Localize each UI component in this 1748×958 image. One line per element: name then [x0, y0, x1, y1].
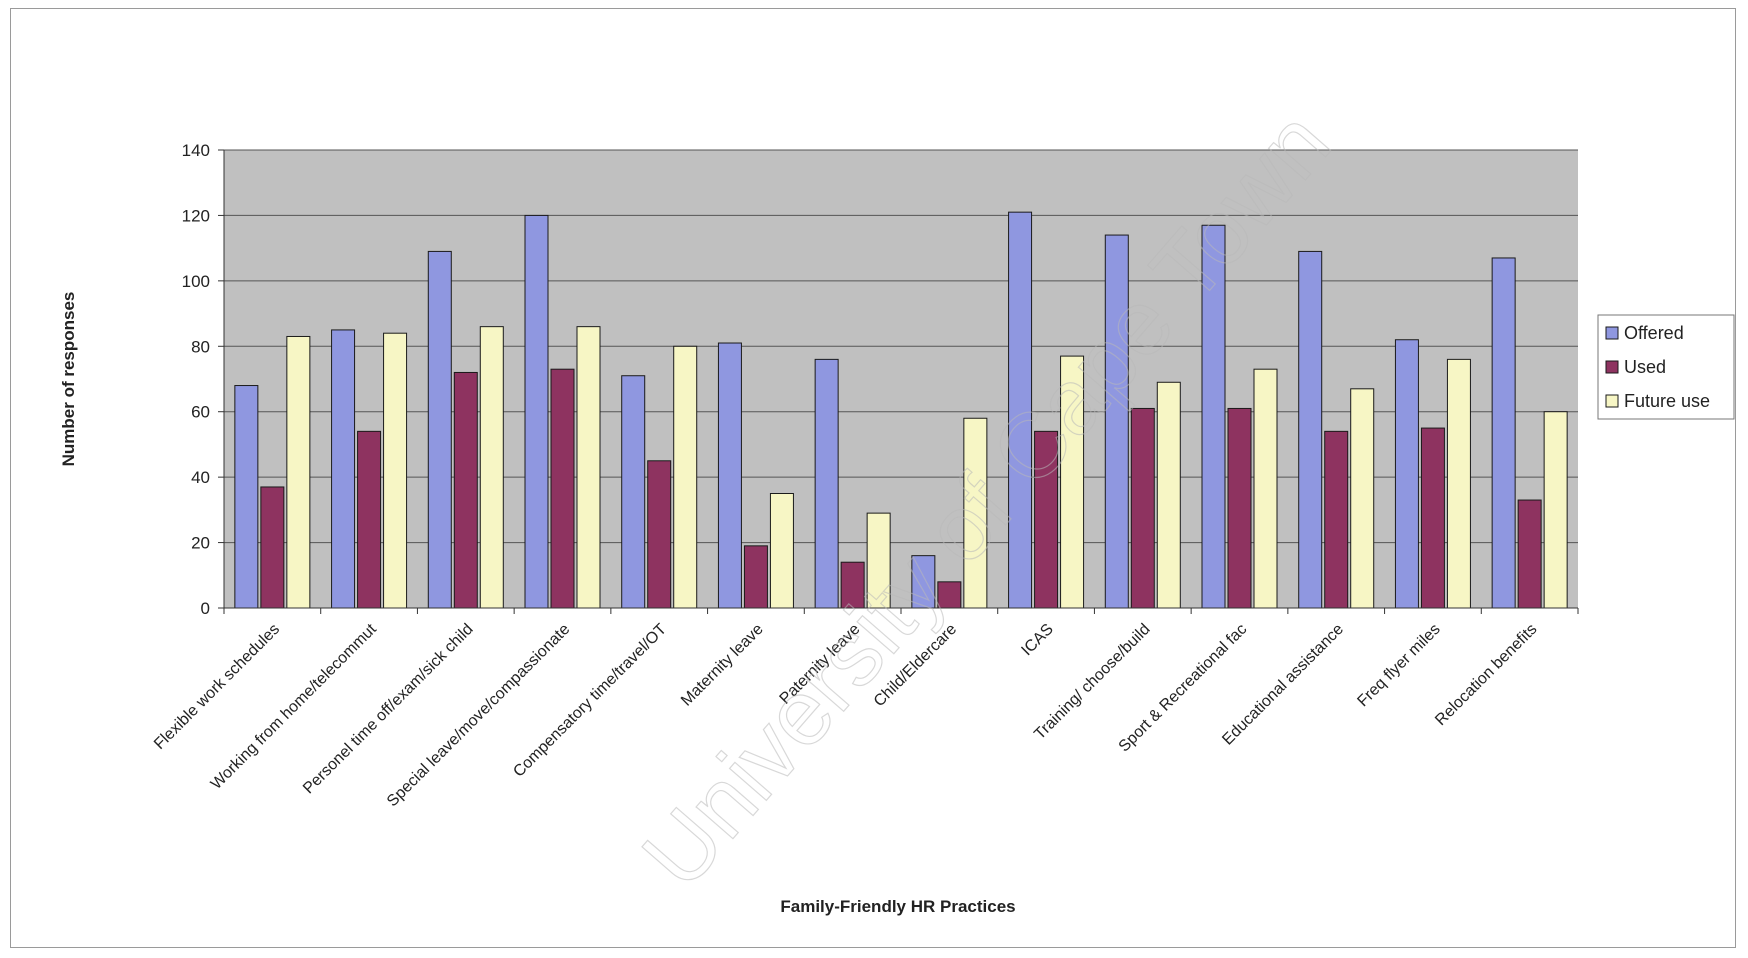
y-tick-label: 20 — [191, 534, 210, 553]
bar-future-use — [769, 493, 794, 609]
bars — [234, 211, 1568, 609]
bar-future-use — [1253, 368, 1278, 609]
bar-offered — [331, 329, 356, 609]
bar-offered — [234, 385, 259, 609]
category-label: Special leave/move/compassionate — [384, 621, 573, 810]
legend-swatch-offered — [1605, 326, 1619, 340]
y-tick-label: 40 — [191, 468, 210, 487]
bar-future-use — [1446, 358, 1471, 609]
legend-label: Used — [1624, 357, 1666, 377]
legend-box — [1597, 314, 1735, 420]
y-tick-label: 100 — [182, 272, 210, 291]
bar-offered — [621, 375, 646, 609]
bar-offered — [1394, 339, 1419, 609]
bar-used — [1517, 499, 1542, 609]
bar-used — [647, 460, 672, 609]
bar-used — [260, 486, 285, 609]
bar-future-use — [1543, 411, 1568, 609]
y-tick-labels: 0 20 40 60 80 100 120 140 — [182, 141, 210, 618]
bar-future-use — [673, 345, 698, 609]
bar-used — [1420, 427, 1445, 609]
category-label: Compensatory time/travel/OT — [510, 621, 670, 781]
x-axis-title: Family-Friendly HR Practices — [780, 897, 1015, 916]
category-label: Personel time off/exam/sick child — [300, 621, 477, 798]
y-tick-label: 140 — [182, 141, 210, 160]
category-label: Working from home/telecommut — [208, 620, 381, 793]
bar-future-use — [479, 326, 504, 609]
bar-used — [1324, 430, 1349, 609]
bar-future-use — [383, 332, 408, 609]
category-label: ICAS — [1018, 621, 1056, 659]
bar-used — [1130, 407, 1155, 609]
legend: Offered Used Future use — [1597, 314, 1735, 420]
bar-offered — [814, 358, 839, 609]
legend-label: Future use — [1624, 391, 1710, 411]
bar-future-use — [576, 326, 601, 609]
bar-used — [1227, 407, 1252, 609]
category-label: Relocation benefits — [1432, 621, 1540, 729]
bar-offered — [427, 250, 452, 609]
bar-future-use — [1350, 388, 1375, 609]
bar-future-use — [1156, 381, 1181, 609]
bar-offered — [1491, 257, 1516, 609]
bar-offered — [717, 342, 742, 609]
bar-used — [453, 371, 478, 609]
y-tick-label: 0 — [201, 599, 210, 618]
category-label: Freq flyer miles — [1354, 621, 1443, 710]
y-axis-title: Number of responses — [59, 292, 78, 467]
y-tick-label: 60 — [191, 403, 210, 422]
bar-used — [550, 368, 575, 609]
legend-swatch-used — [1605, 360, 1619, 374]
legend-label: Offered — [1624, 323, 1684, 343]
bar-future-use — [286, 335, 311, 609]
y-tick-label: 80 — [191, 337, 210, 356]
legend-swatch-future-use — [1605, 394, 1619, 408]
bar-offered — [1298, 250, 1323, 609]
bar-used — [357, 430, 382, 609]
y-tick-label: 120 — [182, 206, 210, 225]
bar-offered — [524, 214, 549, 609]
bar-used — [743, 545, 768, 609]
